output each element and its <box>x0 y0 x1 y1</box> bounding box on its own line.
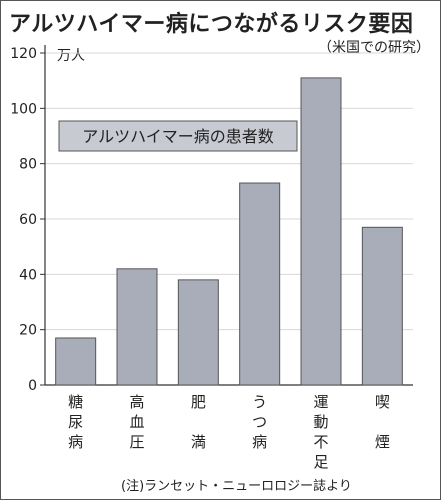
chart-title: アルツハイマー病につながるリスク要因 <box>9 12 414 37</box>
chart-subtitle: （米国での研究） <box>318 40 430 56</box>
x-tick-label: 圧 <box>129 433 144 451</box>
bar <box>116 268 158 386</box>
y-tick-label: 100 <box>10 101 37 117</box>
x-tick-label: 喫 <box>375 393 390 411</box>
x-tick-label: 運 <box>313 393 328 411</box>
legend-label: アルツハイマー病の患者数 <box>82 127 274 146</box>
y-tick-label: 0 <box>28 378 37 394</box>
bar <box>300 77 342 386</box>
x-tick-label: 高 <box>129 393 144 411</box>
bar <box>177 279 219 386</box>
x-tick-label: つ <box>252 413 267 431</box>
x-tick-label: 尿 <box>68 413 83 431</box>
x-tick-label: 煙 <box>375 433 390 451</box>
source-note: (注)ランセット・ニューロロジー誌より <box>121 479 352 494</box>
y-tick-label: 20 <box>19 323 37 339</box>
x-tick-label: 足 <box>313 453 328 471</box>
bar <box>55 337 97 386</box>
x-tick-label: 病 <box>68 433 83 451</box>
bar <box>239 182 281 386</box>
x-tick-label: 満 <box>191 433 206 451</box>
x-tick-label: 糖 <box>68 393 83 411</box>
y-tick-label: 40 <box>19 267 37 283</box>
y-tick-label: 80 <box>19 157 37 173</box>
x-tick-label: う <box>252 393 267 411</box>
y-tick-label: 60 <box>19 212 37 228</box>
x-tick-label: 病 <box>252 433 267 451</box>
y-tick-label: 120 <box>10 46 37 62</box>
x-tick-label: 不 <box>313 433 328 451</box>
x-tick-label: 肥 <box>191 393 206 411</box>
bar <box>361 226 403 386</box>
x-tick-label: 動 <box>313 413 328 431</box>
x-tick-label: 血 <box>129 413 144 431</box>
y-axis-unit-label: 万人 <box>57 48 85 64</box>
legend-box <box>58 120 298 152</box>
